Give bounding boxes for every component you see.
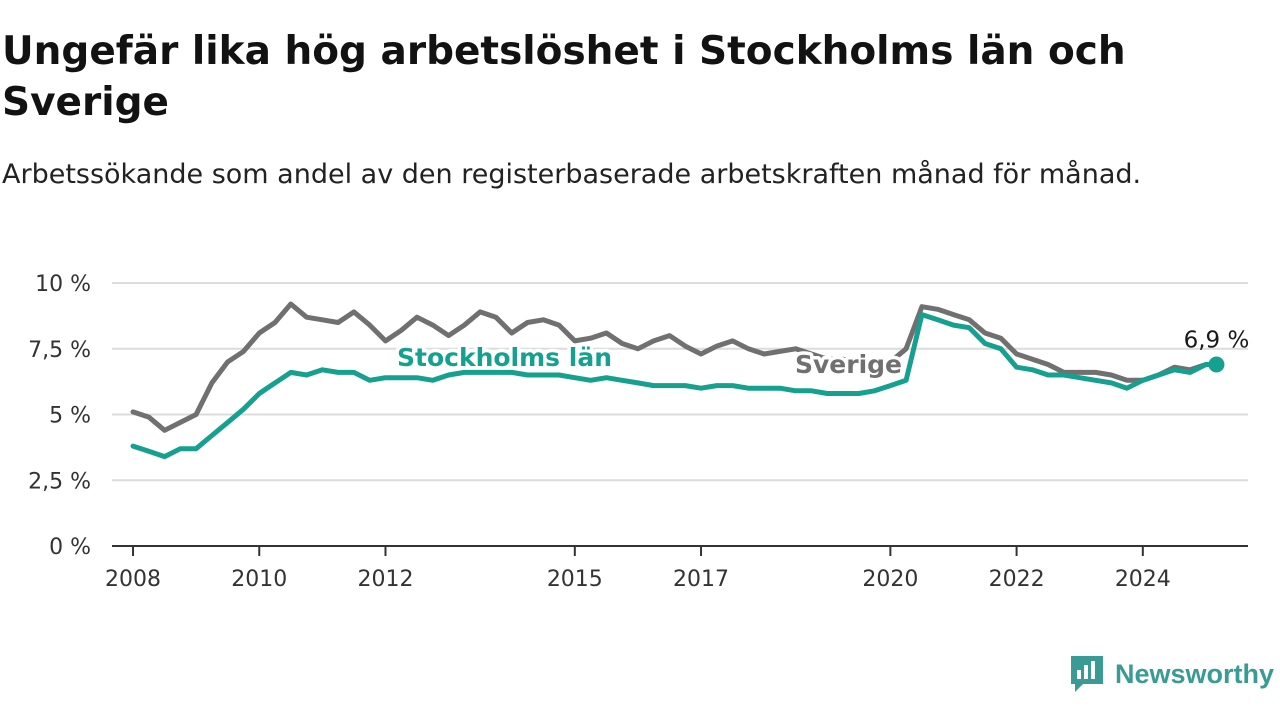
x-tick-label: 2022 [989, 567, 1045, 592]
x-tick-label: 2008 [105, 567, 161, 592]
x-tick-label: 2010 [231, 567, 287, 592]
end-value-label: 6,9 % [1184, 328, 1250, 354]
newsworthy-logo-icon [1070, 656, 1103, 692]
x-tick-label: 2015 [547, 567, 603, 592]
chart-title: Ungefär lika hög arbetslöshet i Stockhol… [2, 29, 1126, 125]
brand: Newsworthy [1069, 652, 1274, 696]
series-labels: 6,9 % Stockholms län Sverige [394, 328, 1250, 383]
y-axis-tick-labels: 0 % 2,5 % 5 % 7,5 % 10 % [28, 272, 91, 560]
series-line-stockholms-lan [130, 312, 1219, 460]
x-axis-tick-labels: 2008 2010 2012 2015 2017 2020 2022 2024 [105, 546, 1171, 592]
x-tick-label: 2017 [673, 567, 729, 592]
chart-subtitle: Arbetssökande som andel av den registerb… [2, 159, 1142, 190]
brand-name: Newsworthy [1114, 658, 1274, 689]
x-tick-label: 2012 [357, 567, 413, 592]
series-line-sverige [130, 301, 1219, 433]
series-label-stockholms-lan: Stockholms län [397, 343, 612, 372]
y-tick-label: 7,5 % [28, 338, 91, 363]
y-tick-label: 10 % [35, 272, 91, 297]
series-lines [130, 301, 1225, 460]
x-tick-label: 2020 [862, 567, 918, 592]
end-point-marker [1208, 356, 1225, 373]
y-tick-label: 2,5 % [28, 469, 91, 494]
x-tick-label: 2024 [1115, 567, 1171, 592]
y-tick-label: 5 % [49, 404, 91, 429]
grid-lines [112, 282, 1248, 482]
y-tick-label: 0 % [49, 535, 91, 560]
series-label-sverige: Sverige [795, 350, 902, 379]
